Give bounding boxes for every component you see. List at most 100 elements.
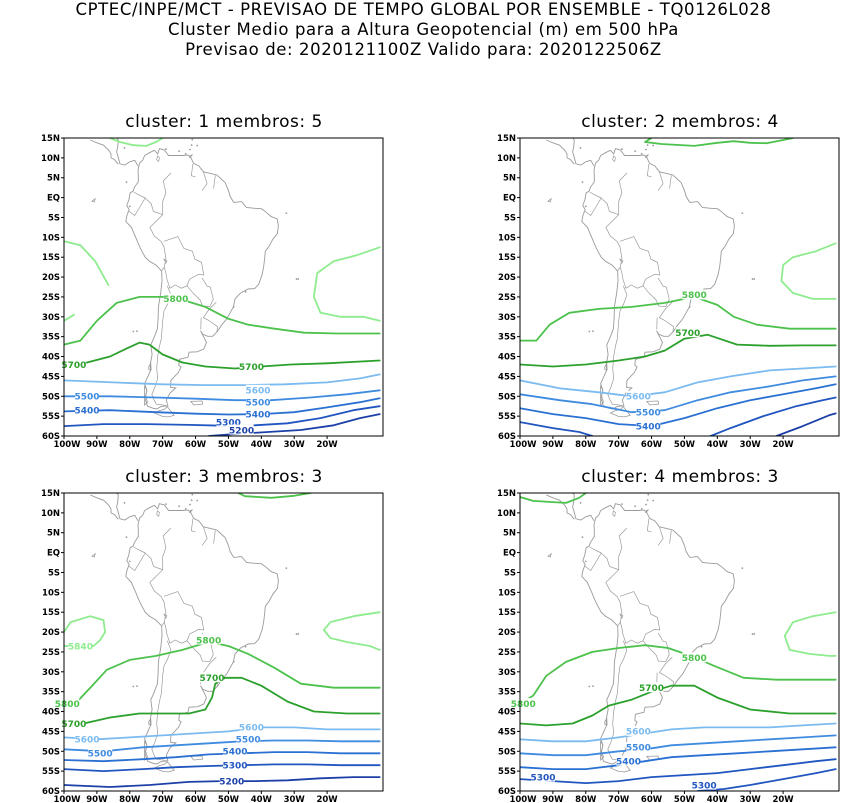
contour-label-bg <box>216 416 241 427</box>
island-dot <box>588 685 591 688</box>
island <box>600 384 604 406</box>
contours <box>64 138 381 436</box>
lon-tick-label: 90W <box>86 440 108 450</box>
panel-2: 5800 5700 5600 5500 5400 15N 10N 5N EQ 5S 10S 15S 20… <box>497 110 840 450</box>
island-dot <box>295 633 298 635</box>
contour-label-bg <box>236 733 261 744</box>
contour-label: 5500 <box>626 744 651 754</box>
header-subtitle: Cluster Medio para a Altura Geopotencial… <box>167 20 680 39</box>
country-border <box>646 518 652 533</box>
island-dot <box>232 660 235 663</box>
island-dot <box>190 136 192 138</box>
map-frame <box>519 492 840 792</box>
lat-tick-label: 30S <box>498 313 516 323</box>
island <box>586 110 604 118</box>
lon-tick-label: 100W <box>509 440 537 450</box>
contour-label: 5800 <box>682 291 707 301</box>
lat-tick-label: EQ <box>503 549 516 559</box>
island <box>644 154 649 159</box>
island <box>91 197 96 203</box>
contour-label-bg <box>223 745 248 756</box>
lat-tick-label: 40S <box>498 353 516 363</box>
island <box>606 474 624 483</box>
lat-tick-label: 60S <box>498 432 516 442</box>
island <box>150 474 168 483</box>
lat-tick-label: 30S <box>498 668 516 678</box>
coastline-central-america <box>90 494 119 520</box>
contour-label: 5700 <box>199 674 224 684</box>
country-border <box>607 285 628 406</box>
island-dot <box>592 685 594 688</box>
island <box>604 717 608 726</box>
contour-label: 5300 <box>216 418 241 428</box>
island-dot <box>579 502 582 504</box>
contour-line-5800 <box>64 296 381 346</box>
lon-tick-label: 50W <box>674 795 696 803</box>
island-dot <box>132 330 135 333</box>
country-border <box>213 530 216 544</box>
island-dot <box>184 480 186 482</box>
contour-label: 5700 <box>639 684 664 694</box>
lat-tick-label: 40S <box>42 708 60 718</box>
country-border <box>669 175 672 189</box>
contour-line-5500 <box>64 739 381 753</box>
island-dot <box>185 483 187 485</box>
country-border <box>186 285 214 307</box>
contour-line-5600 <box>520 722 837 743</box>
lat-tick-label: 60S <box>498 787 516 797</box>
island-dot <box>741 212 744 214</box>
lat-tick-label: 10N <box>41 154 60 164</box>
island-dot <box>125 181 128 184</box>
country-border <box>163 236 205 289</box>
island <box>172 124 177 126</box>
lon-tick-label: 70W <box>152 440 174 450</box>
lat-tick-label: 5S <box>48 213 60 223</box>
lat-tick-label: 10N <box>41 509 60 519</box>
contour-label: 5200 <box>229 426 254 436</box>
island-dot <box>190 491 192 493</box>
island-dot <box>688 305 691 308</box>
lat-tick-label: 50S <box>498 747 516 757</box>
lat-tick-label: 55S <box>498 412 516 422</box>
country-border <box>618 172 628 215</box>
lon-tick-label: 20W <box>772 440 794 450</box>
island-dot <box>191 493 194 496</box>
lon-tick-label: 90W <box>542 440 564 450</box>
contour-label-bg <box>682 289 707 300</box>
contour-label: 5300 <box>530 773 555 783</box>
lon-tick-label: 40W <box>251 795 273 803</box>
island-dot <box>641 128 643 130</box>
contours <box>64 493 381 788</box>
contour-line-5840 <box>313 246 381 322</box>
country-border <box>669 530 672 544</box>
country-border <box>151 640 172 761</box>
contour-label: 5800 <box>682 654 707 664</box>
lat-tick-label: 15N <box>497 134 516 144</box>
lat-tick-label: 30S <box>42 313 60 323</box>
header-dates: Previsao de: 2020121100Z Valido para: 20… <box>185 40 662 59</box>
island-dot <box>189 148 191 151</box>
island-dot <box>128 205 131 208</box>
contour-label-bg <box>239 360 264 371</box>
contour-label: 5600 <box>245 387 270 397</box>
island-dot <box>751 278 754 280</box>
basemap <box>546 110 756 418</box>
island <box>547 197 552 203</box>
contour-label: 5500 <box>236 736 261 746</box>
contour-label: 5700 <box>61 720 86 730</box>
lon-tick-label: 20W <box>316 795 338 803</box>
island-dot <box>634 505 637 508</box>
lat-tick-label: 5S <box>48 568 60 578</box>
contour-line-5840 <box>109 138 164 147</box>
lat-tick-label: 60S <box>42 787 60 797</box>
contour-label-bg <box>675 327 700 338</box>
island <box>606 119 624 128</box>
island <box>148 362 152 371</box>
island-dot <box>581 536 584 539</box>
panel-1-title: cluster: 1 membros: 5 <box>125 112 323 132</box>
contour-label: 5400 <box>245 410 270 420</box>
country-border <box>201 171 208 191</box>
contour-label: 5700 <box>675 329 700 339</box>
coastline-central-america <box>572 493 595 522</box>
island-dot <box>180 124 182 126</box>
